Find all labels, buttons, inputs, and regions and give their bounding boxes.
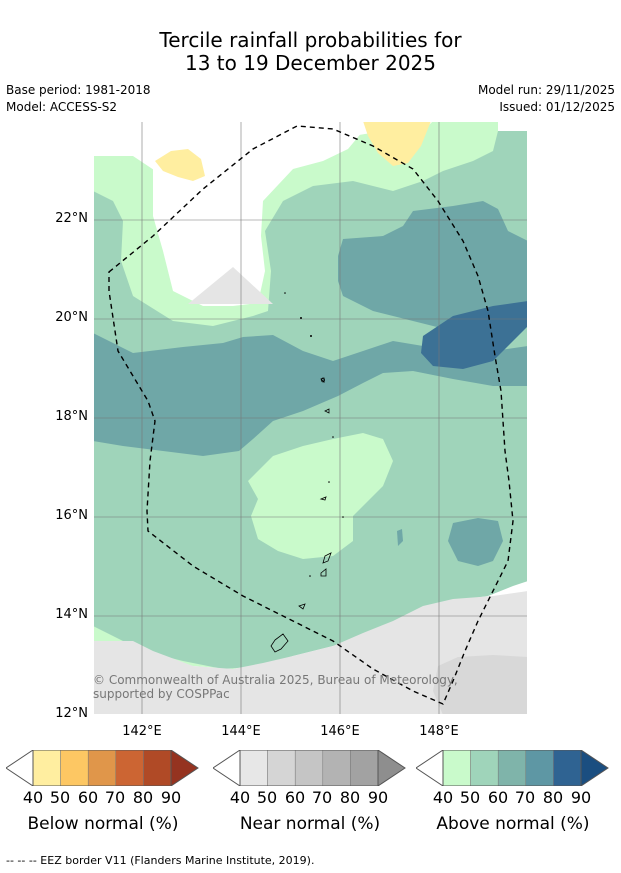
above-60-north — [338, 201, 528, 331]
colorbar-above-low-arrow — [416, 750, 444, 786]
colorbar-above-segment — [497, 750, 527, 786]
model-run: Model run: 29/11/2025 — [477, 83, 615, 97]
normal-white-region — [153, 121, 433, 306]
lat-label-14: 14°N — [55, 607, 88, 622]
issued-date: Issued: 01/12/2025 — [499, 100, 615, 114]
tick-label: 80 — [132, 788, 154, 807]
eez-footnote: -- -- -- EEZ border V11 (Flanders Marine… — [6, 854, 315, 867]
below-normal-label: Below normal (%) — [27, 814, 179, 834]
colorbar-near-segment — [322, 750, 351, 786]
colorbar-below-segment — [60, 750, 89, 786]
lon-label-144: 144°E — [221, 724, 261, 739]
colorbar-below-segment — [32, 750, 61, 786]
tick-label: 60 — [487, 788, 509, 807]
colorbar-below-high-arrow — [170, 750, 199, 786]
tick-label: 70 — [311, 788, 333, 807]
above-40-central — [248, 433, 393, 559]
tick-label: 50 — [49, 788, 71, 807]
colorbar-near-segment — [239, 750, 268, 786]
island-dots — [284, 292, 344, 577]
tick-label: 70 — [104, 788, 126, 807]
tick-label: 90 — [570, 788, 592, 807]
lon-label-142: 142°E — [122, 724, 162, 739]
lon-label-148: 148°E — [419, 724, 459, 739]
colorbar-above-segment — [442, 750, 471, 786]
tick-label: 90 — [160, 788, 182, 807]
lat-label-18: 18°N — [55, 409, 88, 424]
colorbar-near — [213, 750, 406, 786]
below-40-patch-2 — [363, 121, 431, 166]
colorbar-near-high-arrow — [377, 750, 406, 786]
above-normal-label: Above normal (%) — [436, 814, 590, 834]
colorbar-below-segment — [87, 750, 117, 786]
model-name: Model: ACCESS-S2 — [6, 100, 118, 114]
near-50-southeast — [433, 655, 528, 715]
tick-label: 40 — [432, 788, 454, 807]
below-40-patch-1 — [155, 149, 205, 181]
near-40-north — [188, 267, 273, 304]
lat-label-22: 22°N — [55, 211, 88, 226]
lat-label-16: 16°N — [55, 508, 88, 523]
colorbar-near-segment — [267, 750, 296, 786]
map-copyright: © Commonwealth of Australia 2025, Bureau… — [93, 673, 458, 701]
tick-label: 80 — [339, 788, 361, 807]
tick-label: 60 — [284, 788, 306, 807]
tick-label: 50 — [256, 788, 278, 807]
colorbar-near-low-arrow — [213, 750, 241, 786]
above-60-band — [93, 333, 528, 456]
colorbar-near-segment — [294, 750, 324, 786]
above-60-speck — [397, 529, 403, 546]
colorbar-above-segment — [525, 750, 554, 786]
colorbar-above-high-arrow — [580, 750, 609, 786]
colorbar-above — [416, 750, 609, 786]
lat-label-12: 12°N — [55, 706, 88, 721]
rainfall-probability-map — [93, 121, 528, 715]
title-line-1: Tercile rainfall probabilities for — [159, 28, 462, 52]
tick-label: 40 — [229, 788, 251, 807]
base-period: Base period: 1981-2018 — [6, 83, 151, 97]
tick-label: 90 — [367, 788, 389, 807]
tick-label: 70 — [514, 788, 536, 807]
tick-label: 80 — [542, 788, 564, 807]
tick-label: 60 — [77, 788, 99, 807]
eez-border — [108, 125, 514, 705]
colorbar-below-segment — [115, 750, 144, 786]
near-40-south — [93, 591, 528, 715]
above-70-region — [421, 301, 528, 369]
tick-label: 40 — [22, 788, 44, 807]
above-60-southeast — [448, 518, 503, 566]
colorbar-below — [6, 750, 199, 786]
island-outlines — [270, 377, 332, 653]
colorbar-above-segment — [470, 750, 499, 786]
colorbar-below-segment — [143, 750, 172, 786]
near-normal-label: Near normal (%) — [239, 814, 381, 834]
tick-label: 50 — [459, 788, 481, 807]
map-gridlines — [93, 121, 528, 715]
colorbar-above-segment — [553, 750, 582, 786]
title-line-2: 13 to 19 December 2025 — [184, 51, 436, 75]
lon-label-146: 146°E — [320, 724, 360, 739]
lat-label-20: 20°N — [55, 310, 88, 325]
colorbar-near-segment — [350, 750, 379, 786]
colorbar-below-low-arrow — [6, 750, 34, 786]
